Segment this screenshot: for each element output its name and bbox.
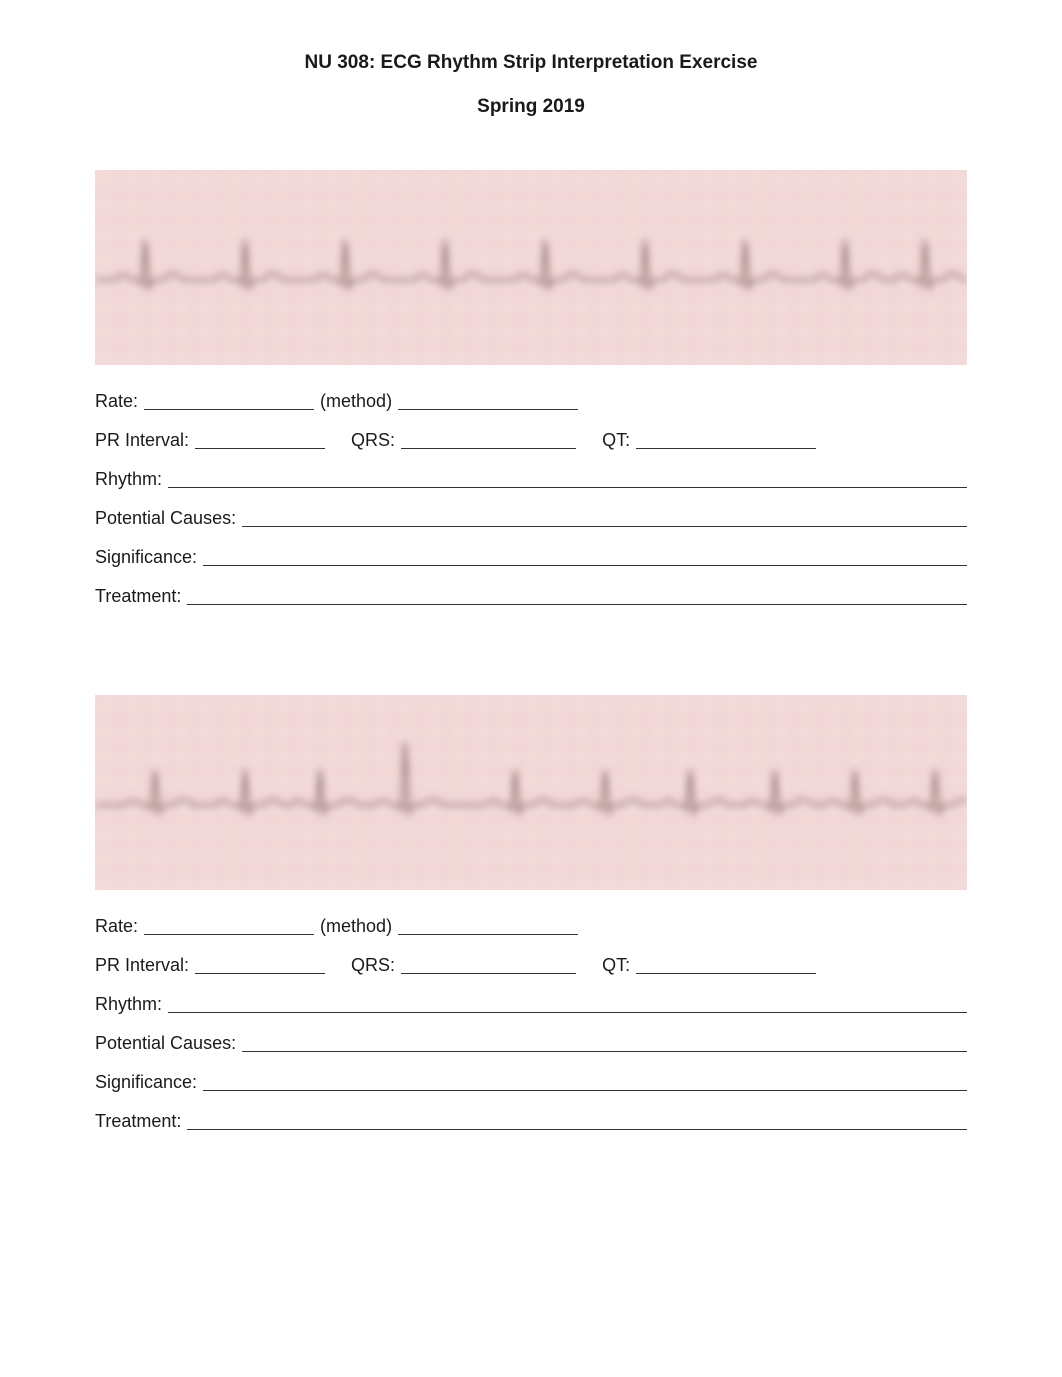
- ecg-svg-2: [95, 695, 967, 890]
- row-treatment-2: Treatment:: [95, 1109, 967, 1130]
- blank-treatment: [187, 1112, 967, 1130]
- label-qrs: QRS:: [351, 431, 395, 449]
- label-qrs: QRS:: [351, 956, 395, 974]
- row-rhythm-2: Rhythm:: [95, 992, 967, 1013]
- ecg-strip-1: [95, 170, 967, 365]
- label-significance: Significance:: [95, 1073, 197, 1091]
- blank-causes: [242, 509, 967, 527]
- label-qt: QT:: [602, 956, 630, 974]
- label-method: (method): [320, 392, 392, 410]
- blank-causes: [242, 1034, 967, 1052]
- row-rate-1: Rate: (method): [95, 389, 967, 410]
- blank-pr: [195, 431, 325, 449]
- blank-qt: [636, 956, 816, 974]
- blank-pr: [195, 956, 325, 974]
- label-treatment: Treatment:: [95, 587, 181, 605]
- label-rhythm: Rhythm:: [95, 995, 162, 1013]
- blank-treatment: [187, 587, 967, 605]
- row-treatment-1: Treatment:: [95, 584, 967, 605]
- page-title: NU 308: ECG Rhythm Strip Interpretation …: [95, 52, 967, 74]
- label-rhythm: Rhythm:: [95, 470, 162, 488]
- blank-rhythm: [168, 470, 967, 488]
- worksheet-header: NU 308: ECG Rhythm Strip Interpretation …: [95, 52, 967, 118]
- label-rate: Rate:: [95, 392, 138, 410]
- row-causes-2: Potential Causes:: [95, 1031, 967, 1052]
- blank-rate: [144, 917, 314, 935]
- label-pr: PR Interval:: [95, 956, 189, 974]
- ecg-svg-1: [95, 170, 967, 365]
- row-significance-2: Significance:: [95, 1070, 967, 1091]
- label-causes: Potential Causes:: [95, 1034, 236, 1052]
- row-causes-1: Potential Causes:: [95, 506, 967, 527]
- blank-significance: [203, 548, 967, 566]
- row-intervals-2: PR Interval: QRS: QT:: [95, 953, 967, 974]
- row-rate-2: Rate: (method): [95, 914, 967, 935]
- label-significance: Significance:: [95, 548, 197, 566]
- label-rate: Rate:: [95, 917, 138, 935]
- blank-qt: [636, 431, 816, 449]
- form-block-1: Rate: (method) PR Interval: QRS: QT: Rhy…: [95, 389, 967, 605]
- label-pr: PR Interval:: [95, 431, 189, 449]
- label-treatment: Treatment:: [95, 1112, 181, 1130]
- blank-rhythm: [168, 995, 967, 1013]
- ecg-strip-2: [95, 695, 967, 890]
- label-method: (method): [320, 917, 392, 935]
- blank-method: [398, 392, 578, 410]
- blank-qrs: [401, 431, 576, 449]
- blank-significance: [203, 1073, 967, 1091]
- label-causes: Potential Causes:: [95, 509, 236, 527]
- label-qt: QT:: [602, 431, 630, 449]
- row-rhythm-1: Rhythm:: [95, 467, 967, 488]
- page-term: Spring 2019: [95, 96, 967, 118]
- row-significance-1: Significance:: [95, 545, 967, 566]
- blank-method: [398, 917, 578, 935]
- blank-qrs: [401, 956, 576, 974]
- blank-rate: [144, 392, 314, 410]
- row-intervals-1: PR Interval: QRS: QT:: [95, 428, 967, 449]
- form-block-2: Rate: (method) PR Interval: QRS: QT: Rhy…: [95, 914, 967, 1130]
